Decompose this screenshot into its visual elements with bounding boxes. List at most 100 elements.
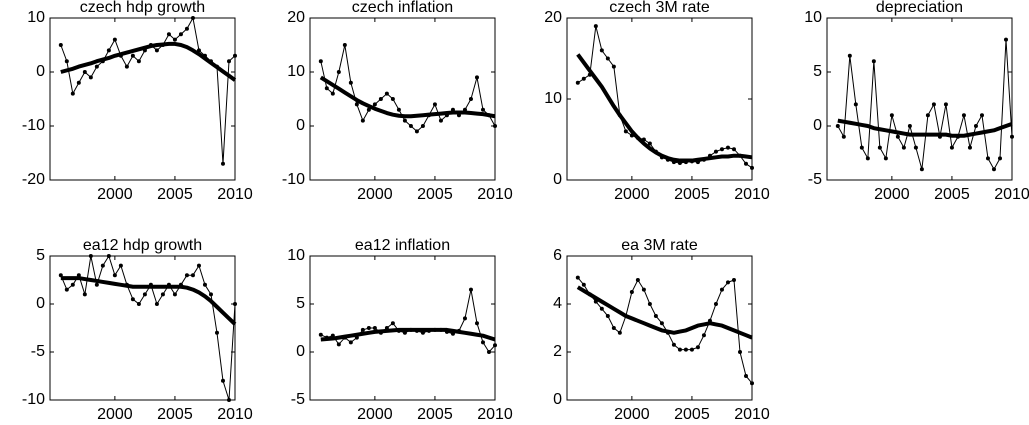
- data-point: [701, 333, 706, 338]
- data-point: [402, 118, 407, 123]
- data-point: [318, 59, 323, 64]
- data-point: [94, 282, 99, 287]
- data-point: [64, 287, 69, 292]
- x-tick-label: 2000: [614, 186, 650, 203]
- x-tick-label: 2010: [217, 406, 253, 423]
- axes-box: [566, 255, 753, 401]
- data-point: [871, 59, 876, 64]
- data-point: [70, 91, 75, 96]
- data-point: [88, 75, 93, 80]
- chart-title: czech inflation: [352, 0, 453, 16]
- x-tick-label: 2000: [357, 186, 393, 203]
- data-point: [847, 53, 852, 58]
- axes-box: [309, 255, 496, 401]
- data-point: [913, 145, 918, 150]
- data-point: [100, 263, 105, 268]
- chart-title: depreciation: [876, 0, 963, 16]
- data-point: [883, 156, 888, 161]
- y-tick-label: -10: [22, 391, 45, 408]
- y-tick-label: 5: [296, 295, 305, 312]
- data-point: [178, 32, 183, 37]
- data-point: [659, 321, 664, 326]
- data-point: [330, 91, 335, 96]
- data-point: [106, 48, 111, 53]
- x-tick-label: 2010: [477, 406, 513, 423]
- data-point: [474, 321, 479, 326]
- data-point: [653, 314, 658, 318]
- data-point: [378, 97, 383, 101]
- data-point: [360, 327, 365, 332]
- axes-box: [309, 17, 496, 181]
- x-tick-label: 2000: [614, 406, 650, 423]
- y-tick-label: -5: [31, 343, 45, 360]
- x-tick-label: 2005: [157, 186, 193, 203]
- y-tick-label: 2: [553, 343, 562, 360]
- trend-line: [60, 276, 237, 326]
- chart-title: czech hdp growth: [80, 0, 205, 16]
- data-point: [154, 302, 159, 306]
- x-tick-label: 2000: [874, 186, 910, 203]
- chart-title: ea12 hdp growth: [83, 237, 202, 254]
- data-point: [408, 124, 413, 128]
- data-point: [623, 129, 628, 134]
- data-point: [390, 97, 395, 101]
- data-point: [468, 287, 473, 292]
- data-point: [172, 37, 177, 42]
- data-point: [324, 86, 329, 91]
- trend-line: [576, 53, 753, 163]
- data-line: [320, 289, 496, 353]
- y-tick-label: -5: [291, 391, 305, 408]
- trend-line: [60, 41, 237, 82]
- data-point: [617, 330, 622, 335]
- x-tick-label: 2010: [734, 186, 770, 203]
- y-tick-label: 0: [553, 171, 562, 188]
- data-point: [599, 306, 604, 311]
- y-tick-label: 0: [296, 343, 305, 360]
- data-point: [462, 316, 467, 321]
- data-point: [202, 282, 207, 287]
- data-point: [641, 287, 646, 292]
- data-point: [713, 302, 718, 306]
- data-point: [396, 107, 401, 112]
- y-tick-label: 10: [544, 90, 562, 107]
- chart-title: ea 3M rate: [621, 237, 698, 254]
- data-point: [889, 113, 894, 118]
- data-point: [336, 70, 341, 74]
- x-tick-label: 2005: [674, 186, 710, 203]
- data-point: [70, 282, 75, 287]
- data-point: [480, 107, 485, 112]
- trend-line: [320, 327, 496, 342]
- data-point: [919, 167, 924, 172]
- data-point: [725, 280, 730, 285]
- y-tick-label: 0: [813, 117, 822, 134]
- data-point: [611, 326, 616, 330]
- y-tick-label: -10: [282, 171, 305, 188]
- axes-box: [49, 17, 236, 181]
- x-tick-label: 2010: [477, 186, 513, 203]
- data-point: [925, 113, 930, 118]
- data-point: [384, 91, 389, 96]
- data-point: [366, 107, 371, 112]
- x-tick-label: 2010: [217, 186, 253, 203]
- data-line: [320, 44, 496, 132]
- data-point: [348, 340, 353, 345]
- data-point: [82, 70, 87, 74]
- data-point: [372, 326, 377, 330]
- data-point: [130, 297, 135, 302]
- y-tick-label: 0: [553, 391, 562, 408]
- y-tick-label: 5: [36, 247, 45, 264]
- data-point: [949, 145, 954, 150]
- data-point: [859, 145, 864, 150]
- x-tick-label: 2000: [97, 406, 133, 423]
- y-tick-label: 10: [287, 63, 305, 80]
- data-point: [64, 59, 69, 64]
- axes-box: [566, 17, 753, 181]
- data-point: [208, 292, 213, 297]
- data-point: [725, 145, 730, 150]
- y-tick-label: 10: [804, 9, 822, 26]
- data-point: [360, 118, 365, 123]
- y-tick-label: 20: [544, 9, 562, 26]
- data-line: [837, 39, 1013, 170]
- data-point: [184, 26, 189, 31]
